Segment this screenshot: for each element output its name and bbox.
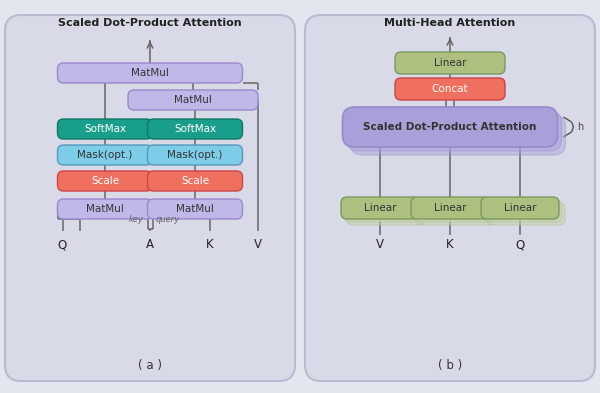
Text: Scale: Scale	[181, 176, 209, 186]
Text: Concat: Concat	[431, 84, 469, 94]
FancyBboxPatch shape	[481, 197, 559, 219]
Text: K: K	[446, 239, 454, 252]
Text: Linear: Linear	[434, 203, 466, 213]
Text: V: V	[376, 239, 384, 252]
FancyBboxPatch shape	[350, 115, 566, 155]
Text: ( a ): ( a )	[138, 358, 162, 371]
FancyBboxPatch shape	[395, 52, 505, 74]
FancyBboxPatch shape	[347, 111, 562, 151]
FancyBboxPatch shape	[411, 197, 489, 219]
Text: Scale: Scale	[91, 176, 119, 186]
FancyBboxPatch shape	[484, 200, 562, 222]
FancyBboxPatch shape	[417, 203, 495, 225]
Text: h: h	[577, 122, 584, 132]
Text: key: key	[128, 215, 143, 224]
FancyBboxPatch shape	[343, 107, 557, 147]
Text: SoftMax: SoftMax	[174, 124, 216, 134]
Text: SoftMax: SoftMax	[84, 124, 126, 134]
FancyBboxPatch shape	[148, 199, 242, 219]
Text: V: V	[254, 239, 262, 252]
Text: Scaled Dot-Product Attention: Scaled Dot-Product Attention	[58, 18, 242, 28]
FancyBboxPatch shape	[58, 199, 152, 219]
Text: K: K	[206, 239, 214, 252]
FancyBboxPatch shape	[5, 15, 295, 381]
FancyBboxPatch shape	[305, 15, 595, 381]
FancyBboxPatch shape	[487, 203, 565, 225]
Text: MatMul: MatMul	[131, 68, 169, 78]
FancyBboxPatch shape	[58, 119, 152, 139]
Text: MatMul: MatMul	[174, 95, 212, 105]
Text: Mask(opt.): Mask(opt.)	[77, 150, 133, 160]
FancyBboxPatch shape	[344, 200, 422, 222]
Text: query: query	[156, 215, 180, 224]
FancyBboxPatch shape	[148, 119, 242, 139]
Text: Q: Q	[515, 239, 524, 252]
Text: Q: Q	[58, 239, 67, 252]
FancyBboxPatch shape	[148, 145, 242, 165]
Text: Scaled Dot-Product Attention: Scaled Dot-Product Attention	[364, 122, 536, 132]
FancyBboxPatch shape	[148, 171, 242, 191]
FancyBboxPatch shape	[341, 197, 419, 219]
Text: MatMul: MatMul	[86, 204, 124, 214]
Text: A: A	[146, 239, 154, 252]
FancyBboxPatch shape	[347, 203, 425, 225]
Text: Mask(opt.): Mask(opt.)	[167, 150, 223, 160]
Text: MatMul: MatMul	[176, 204, 214, 214]
FancyBboxPatch shape	[58, 145, 152, 165]
FancyBboxPatch shape	[128, 90, 258, 110]
FancyBboxPatch shape	[414, 200, 492, 222]
FancyBboxPatch shape	[395, 78, 505, 100]
Text: Linear: Linear	[504, 203, 536, 213]
FancyBboxPatch shape	[58, 171, 152, 191]
Text: Multi-Head Attention: Multi-Head Attention	[385, 18, 515, 28]
Text: Linear: Linear	[364, 203, 396, 213]
Text: ( b ): ( b )	[438, 358, 462, 371]
FancyBboxPatch shape	[58, 63, 242, 83]
Text: Linear: Linear	[434, 58, 466, 68]
